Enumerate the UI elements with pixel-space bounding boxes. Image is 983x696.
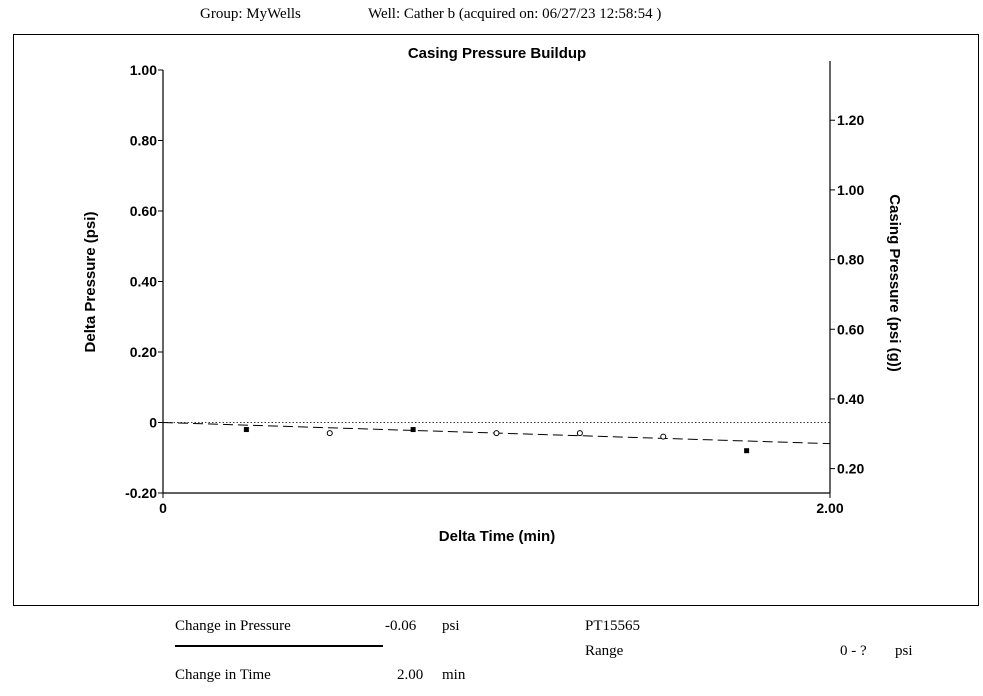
- x-axis-label: Delta Time (min): [439, 528, 555, 545]
- data-point: [493, 430, 500, 437]
- x-tick-label: 0: [159, 500, 167, 516]
- sensor-id: PT15565: [585, 618, 641, 634]
- range-value: 0 - ?: [840, 643, 867, 659]
- change-time-label: Change in Time: [175, 667, 271, 683]
- group-label: Group: MyWells: [200, 6, 301, 22]
- y-tick-label: 0.40: [130, 274, 157, 290]
- data-point: [326, 430, 333, 437]
- change-time-value: 2.00: [397, 667, 424, 683]
- data-point: [243, 427, 249, 433]
- y-tick-label: 1.00: [130, 62, 157, 78]
- header-line: Group: MyWells Well: Cather b (acquired …: [0, 6, 983, 26]
- y2-tick-label: 0.20: [837, 461, 864, 477]
- well-label: Well: Cather b (acquired on: 06/27/23 12…: [368, 6, 662, 22]
- y2-tick-label: 0.40: [837, 391, 864, 407]
- y-tick-label: -0.20: [125, 485, 157, 501]
- x-tick-label: 2.00: [816, 500, 843, 516]
- chart-frame: [13, 34, 979, 606]
- y-axis-label: Delta Pressure (psi): [82, 212, 99, 353]
- plot-layer: 1.000.800.600.400.200-0.201.201.000.800.…: [125, 61, 864, 516]
- change-pressure-unit: psi: [442, 618, 460, 634]
- change-pressure-label: Change in Pressure: [175, 618, 291, 634]
- y2-tick-label: 0.60: [837, 321, 864, 337]
- y2-axis-label: Casing Pressure (psi (g)): [886, 194, 903, 372]
- chart-title: Casing Pressure Buildup: [408, 45, 586, 62]
- data-point: [576, 430, 583, 437]
- y2-tick-label: 0.80: [837, 252, 864, 268]
- footer: Change in Pressure -0.06 psi Change in T…: [0, 606, 983, 696]
- data-point: [410, 427, 416, 433]
- y-tick-label: 0.20: [130, 344, 157, 360]
- data-point: [660, 433, 667, 440]
- change-pressure-value: -0.06: [385, 618, 417, 634]
- change-time-unit: min: [442, 667, 466, 683]
- data-point: [744, 448, 750, 454]
- y2-tick-label: 1.00: [837, 182, 864, 198]
- chart-svg: Casing Pressure Buildup Delta Pressure (…: [82, 45, 903, 545]
- y-tick-label: 0: [149, 415, 157, 431]
- footer-divider: [175, 645, 383, 647]
- range-unit: psi: [895, 643, 913, 659]
- y-tick-label: 0.60: [130, 203, 157, 219]
- range-label: Range: [585, 643, 624, 659]
- y-tick-label: 0.80: [130, 133, 157, 149]
- y2-tick-label: 1.20: [837, 112, 864, 128]
